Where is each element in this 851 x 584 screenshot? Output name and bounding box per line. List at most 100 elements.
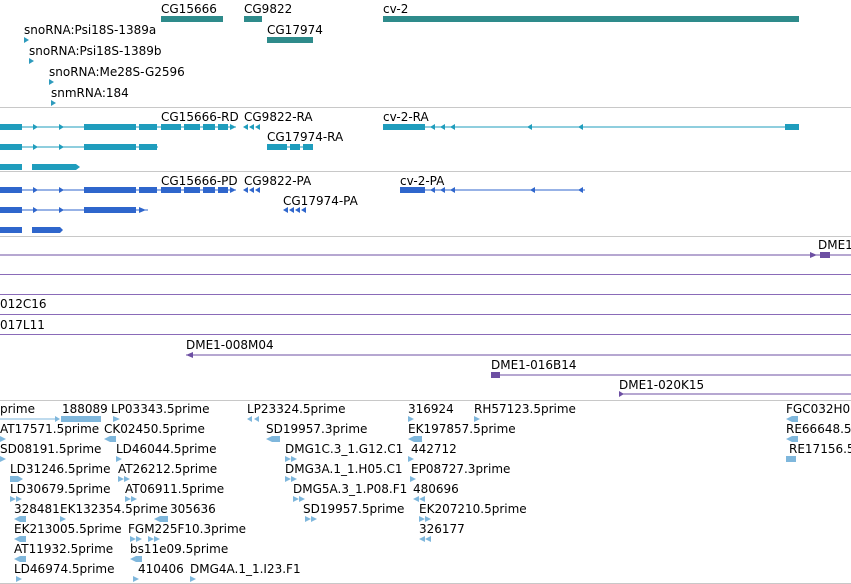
- est-glyph[interactable]: [408, 436, 414, 442]
- est-label[interactable]: LD30679.5prime: [10, 482, 111, 496]
- est-label[interactable]: CK02450.5prime: [104, 422, 205, 436]
- protein-glyph-cg17974-pa[interactable]: [283, 207, 306, 213]
- est-glyph[interactable]: [786, 436, 792, 442]
- est-label[interactable]: AT06911.5prime: [125, 482, 225, 496]
- clone-label-dme1[interactable]: DME1: [818, 238, 851, 252]
- gene-glyph-cg15666[interactable]: [161, 16, 223, 22]
- est-glyph[interactable]: [133, 576, 139, 582]
- est-label[interactable]: prime: [0, 402, 35, 416]
- transcript-glyph-cg9822-ra[interactable]: [243, 124, 260, 130]
- est-glyph[interactable]: [148, 536, 154, 542]
- est-glyph[interactable]: [118, 476, 124, 482]
- clone-glyph-dme1-016b14[interactable]: [491, 372, 500, 378]
- est-glyph[interactable]: [408, 416, 414, 422]
- transcript-label-cg9822-ra[interactable]: CG9822-RA: [244, 110, 313, 124]
- protein-glyph-cg9822-pa[interactable]: [243, 187, 260, 193]
- est-label[interactable]: SD08191.5prime: [0, 442, 102, 456]
- transcript-label-cv-2-ra[interactable]: cv-2-RA: [383, 110, 429, 124]
- est-glyph[interactable]: [413, 496, 419, 502]
- est-glyph[interactable]: [285, 476, 291, 482]
- est-glyph[interactable]: [154, 516, 160, 522]
- est-glyph[interactable]: [419, 536, 425, 542]
- gene-label-snorna-psi18s-1389a[interactable]: snoRNA:Psi18S-1389a: [24, 23, 157, 37]
- est-label[interactable]: LD46974.5prime: [14, 562, 115, 576]
- est-label[interactable]: EK197857.5prime: [408, 422, 516, 436]
- est-glyph[interactable]: [419, 516, 425, 522]
- transcript-glyph-cv-2-ra[interactable]: [383, 124, 425, 130]
- est-label[interactable]: 442712: [411, 442, 457, 456]
- est-glyph[interactable]: [130, 556, 136, 562]
- protein-label-cg15666-pd[interactable]: CG15666-PD: [161, 174, 238, 188]
- est-glyph[interactable]: [190, 576, 196, 582]
- gene-glyph-cv-2[interactable]: [383, 16, 799, 22]
- est-label[interactable]: FGC032H0: [786, 402, 851, 416]
- clone-label-012c16[interactable]: 012C16: [0, 297, 47, 311]
- est-glyph[interactable]: [285, 456, 291, 462]
- est-label[interactable]: 305636: [170, 502, 216, 516]
- gene-label-cg15666[interactable]: CG15666: [161, 2, 217, 16]
- est-glyph[interactable]: [0, 456, 6, 462]
- clone-glyph-dme1-arrow[interactable]: [810, 252, 817, 258]
- gene-glyph-snorna-me28s-g2596[interactable]: [49, 79, 54, 85]
- gene-label-cv-2[interactable]: cv-2: [383, 2, 409, 16]
- est-glyph[interactable]: [14, 536, 20, 542]
- est-label[interactable]: FGM225F10.3prime: [128, 522, 247, 536]
- gene-glyph-snorna-psi18s-1389a[interactable]: [24, 37, 29, 43]
- protein-label-cg17974-pa[interactable]: CG17974-PA: [283, 194, 358, 208]
- clone-label-dme1-020k15[interactable]: DME1-020K15: [619, 378, 705, 392]
- transcript-label-cg17974-ra[interactable]: CG17974-RA: [267, 130, 344, 144]
- gene-label-snmrna-184[interactable]: snmRNA:184: [51, 86, 129, 100]
- est-label[interactable]: 410406: [138, 562, 184, 576]
- est-label[interactable]: DMG3A.1_1.H05.C1: [285, 462, 403, 476]
- gene-label-cg9822[interactable]: CG9822: [244, 2, 293, 16]
- est-label[interactable]: 316924: [408, 402, 454, 416]
- est-label[interactable]: SD19957.5prime: [303, 502, 405, 516]
- protein-glyph-cv-2-pa[interactable]: [400, 187, 425, 193]
- est-glyph[interactable]: [305, 516, 311, 522]
- est-glyph[interactable]: [104, 436, 110, 442]
- est-label[interactable]: 188089: [62, 402, 108, 416]
- gene-glyph-cg9822[interactable]: [244, 16, 262, 22]
- est-label[interactable]: bs11e09.5prime: [130, 542, 229, 556]
- est-label[interactable]: LD46044.5prime: [116, 442, 217, 456]
- est-glyph[interactable]: [60, 516, 66, 522]
- protein-label-cg9822-pa[interactable]: CG9822-PA: [244, 174, 312, 188]
- est-label[interactable]: LP23324.5prime: [247, 402, 346, 416]
- est-glyph[interactable]: [786, 456, 796, 462]
- est-glyph[interactable]: [61, 416, 101, 422]
- est-label[interactable]: DMG4A.1_1.I23.F1: [190, 562, 301, 576]
- est-label[interactable]: 328481: [14, 502, 60, 516]
- gene-label-snorna-me28s-g2596[interactable]: snoRNA:Me28S-G2596: [49, 65, 185, 79]
- est-label[interactable]: AT26212.5prime: [118, 462, 218, 476]
- est-glyph[interactable]: [113, 416, 120, 422]
- est-label[interactable]: 480696: [413, 482, 459, 496]
- gene-glyph-snmrna-184[interactable]: [51, 100, 56, 106]
- est-label[interactable]: RE66648.5: [786, 422, 851, 436]
- est-label[interactable]: 326177: [419, 522, 465, 536]
- gene-label-cg17974[interactable]: CG17974: [267, 23, 323, 37]
- est-glyph[interactable]: [16, 576, 22, 582]
- est-glyph[interactable]: [474, 416, 480, 422]
- est-label[interactable]: DMG1C.3_1.G12.C1: [285, 442, 404, 456]
- est-glyph[interactable]: [0, 436, 6, 442]
- est-glyph[interactable]: [130, 536, 136, 542]
- est-glyph[interactable]: [408, 456, 414, 462]
- est-glyph[interactable]: [266, 436, 272, 442]
- est-label[interactable]: LP03343.5prime: [111, 402, 210, 416]
- clone-glyph-dme1-008m04[interactable]: [186, 352, 193, 358]
- gene-glyph-cg17974[interactable]: [267, 37, 313, 43]
- clone-glyph-dme1-020k15[interactable]: [619, 391, 624, 397]
- est-label[interactable]: DMG5A.3_1.P08.F1: [293, 482, 408, 496]
- est-glyph[interactable]: [10, 476, 18, 482]
- est-glyph[interactable]: [293, 496, 299, 502]
- est-label[interactable]: EK207210.5prime: [419, 502, 527, 516]
- est-label[interactable]: EK132354.5prime: [60, 502, 168, 516]
- gene-glyph-snorna-psi18s-1389b[interactable]: [29, 58, 34, 64]
- protein-glyph-cg15666-pd[interactable]: [0, 187, 22, 193]
- transcript-label-cg15666-rd[interactable]: CG15666-RD: [161, 110, 239, 124]
- est-glyph[interactable]: [14, 556, 20, 562]
- est-label[interactable]: RE17156.5: [789, 442, 851, 456]
- clone-label-dme1-008m04[interactable]: DME1-008M04: [186, 338, 274, 352]
- transcript-glyph-cg17974-ra[interactable]: [267, 144, 287, 150]
- est-glyph[interactable]: [10, 496, 16, 502]
